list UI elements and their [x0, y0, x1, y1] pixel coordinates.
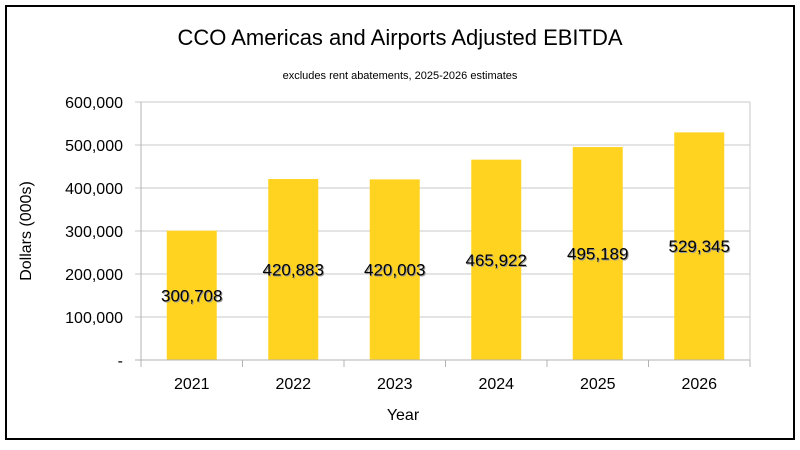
chart-frame	[5, 5, 795, 440]
y-tick-label: 100,000	[65, 310, 123, 327]
x-tick-label: 2024	[478, 376, 514, 393]
bar-2026	[674, 132, 725, 360]
x-tick-label: 2026	[681, 376, 717, 393]
bar-2025	[572, 147, 623, 360]
x-tick-label: 2022	[275, 376, 311, 393]
bar-2023	[369, 179, 420, 360]
y-tick-label: 300,000	[65, 224, 123, 241]
chart-subtitle: excludes rent abatements, 2025-2026 esti…	[283, 70, 518, 82]
data-label: 420,003	[364, 261, 425, 280]
x-tick-label: 2025	[580, 376, 616, 393]
y-tick-label: 500,000	[65, 138, 123, 155]
y-tick-label: 200,000	[65, 267, 123, 284]
x-tick-label: 2021	[174, 376, 210, 393]
bar-2024	[471, 159, 522, 360]
bar-2021	[166, 230, 217, 360]
chart-title: CCO Americas and Airports Adjusted EBITD…	[177, 25, 622, 50]
y-tick-label: 400,000	[65, 181, 123, 198]
x-tick-label: 2023	[377, 376, 413, 393]
data-label: 300,708	[161, 286, 222, 305]
data-label: 420,883	[263, 261, 324, 280]
y-tick-label: 600,000	[65, 95, 123, 112]
data-label: 465,922	[466, 251, 527, 270]
x-axis-label: Year	[387, 407, 420, 424]
y-tick-label: -	[118, 353, 123, 370]
data-label: 495,189	[567, 245, 628, 264]
bar-2022	[268, 179, 319, 360]
y-axis-label: Dollars (000s)	[18, 181, 35, 281]
data-label: 529,345	[669, 237, 730, 256]
